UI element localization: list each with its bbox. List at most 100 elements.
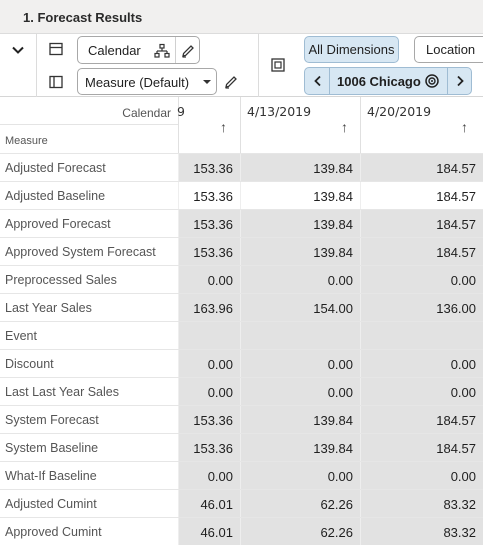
table-cell[interactable]: 163.96: [178, 294, 240, 321]
layout-icon[interactable]: [270, 57, 286, 73]
row-label: Adjusted Cumint: [5, 497, 97, 511]
panel-icon[interactable]: [48, 41, 64, 57]
table-cell[interactable]: 136.00: [360, 294, 483, 321]
field-divider: [175, 37, 176, 63]
table-row: Approved Cumint 46.01 62.26 83.32: [0, 517, 483, 545]
table-cell[interactable]: 46.01: [178, 518, 240, 545]
row-label: Adjusted Baseline: [5, 189, 106, 203]
table-cell[interactable]: 184.57: [360, 406, 483, 433]
chevron-left-icon: [314, 75, 321, 87]
table-cell[interactable]: 0.00: [240, 462, 360, 489]
sort-up-icon[interactable]: ↑: [220, 119, 227, 135]
location-value: 1006 Chicago: [337, 74, 421, 89]
grid-corner: Calendar: [0, 97, 178, 125]
table-cell[interactable]: 139.84: [240, 154, 360, 181]
measure-select[interactable]: Measure (Default): [77, 68, 217, 95]
table-cell[interactable]: 184.57: [360, 434, 483, 461]
grid-header: Calendar Measure 9 ↑ 4/13/2019 ↑ 4/20/20…: [0, 97, 483, 153]
table-cell[interactable]: 154.00: [240, 294, 360, 321]
column-header-partial[interactable]: 9 ↑: [177, 97, 240, 153]
row-label: Discount: [5, 357, 54, 371]
table-cell[interactable]: 62.26: [240, 490, 360, 517]
table-cell[interactable]: [178, 322, 240, 349]
table-row: Approved System Forecast 153.36 139.84 184.…: [0, 237, 483, 265]
table-cell[interactable]: 0.00: [240, 378, 360, 405]
table-cell[interactable]: 83.32: [360, 490, 483, 517]
table-cell[interactable]: 0.00: [178, 350, 240, 377]
column-date: 9: [177, 104, 185, 119]
row-label: Approved System Forecast: [5, 245, 156, 259]
table-cell[interactable]: 139.84: [240, 238, 360, 265]
table-cell[interactable]: 46.01: [178, 490, 240, 517]
toolbar-divider: [258, 34, 259, 97]
table-row: Last Year Sales 163.96 154.00 136.00: [0, 293, 483, 321]
table-cell[interactable]: 0.00: [360, 266, 483, 293]
column-header[interactable]: 4/13/2019 ↑: [240, 97, 360, 153]
table-cell[interactable]: 184.57: [360, 210, 483, 237]
row-label: What-If Baseline: [5, 469, 97, 483]
location-button[interactable]: Location: [414, 36, 483, 63]
row-label: Preprocessed Sales: [5, 273, 117, 287]
table-cell[interactable]: 139.84: [240, 434, 360, 461]
table-cell[interactable]: 0.00: [178, 462, 240, 489]
previous-location-button[interactable]: [305, 68, 329, 94]
table-cell[interactable]: 153.36: [178, 210, 240, 237]
table-cell[interactable]: 0.00: [360, 462, 483, 489]
caret-down-icon[interactable]: [199, 74, 215, 90]
row-label: Adjusted Forecast: [5, 161, 106, 175]
all-dimensions-button[interactable]: All Dimensions: [304, 36, 399, 63]
table-row: System Forecast 153.36 139.84 184.57: [0, 405, 483, 433]
table-cell[interactable]: 153.36: [178, 406, 240, 433]
table-cell[interactable]: 139.84: [240, 406, 360, 433]
table-cell[interactable]: 139.84: [240, 182, 360, 209]
chevron-right-icon: [457, 75, 464, 87]
calendar-field-label: Calendar: [88, 43, 141, 58]
target-icon[interactable]: [424, 73, 440, 89]
pencil-icon[interactable]: [180, 43, 196, 59]
next-location-button[interactable]: [448, 68, 472, 94]
column-date: 4/20/2019: [367, 104, 432, 119]
chevron-down-icon[interactable]: [10, 42, 26, 58]
nav-divider: [447, 68, 448, 94]
pencil-icon[interactable]: [223, 74, 239, 90]
corner-calendar-label: Calendar: [122, 106, 171, 120]
table-cell[interactable]: 0.00: [178, 378, 240, 405]
table-cell[interactable]: 0.00: [178, 266, 240, 293]
title-bar: 1. Forecast Results: [0, 0, 483, 34]
table-row: Adjusted Forecast 153.36 139.84 184.57: [0, 153, 483, 181]
row-label: Event: [5, 329, 37, 343]
sort-up-icon[interactable]: ↑: [461, 119, 468, 135]
table-row: Preprocessed Sales 0.00 0.00 0.00: [0, 265, 483, 293]
sidebar-panel-icon[interactable]: [48, 74, 64, 90]
column-date: 4/13/2019: [247, 104, 312, 119]
table-row: Adjusted Baseline 153.36 139.84 184.57: [0, 181, 483, 209]
table-cell[interactable]: [240, 322, 360, 349]
table-cell[interactable]: 153.36: [178, 154, 240, 181]
hierarchy-icon[interactable]: [154, 43, 170, 59]
calendar-field[interactable]: Calendar: [77, 36, 200, 64]
table-cell[interactable]: [360, 322, 483, 349]
table-cell[interactable]: 153.36: [178, 434, 240, 461]
table-cell[interactable]: 153.36: [178, 238, 240, 265]
table-cell[interactable]: 0.00: [360, 378, 483, 405]
table-row: Last Last Year Sales 0.00 0.00 0.00: [0, 377, 483, 405]
row-label: Approved Forecast: [5, 217, 111, 231]
table-cell[interactable]: 153.36: [178, 182, 240, 209]
corner-measure-label: Measure: [5, 135, 48, 147]
table-cell[interactable]: 0.00: [240, 266, 360, 293]
toolbar: Calendar Measure (Default): [0, 34, 483, 97]
table-row: Adjusted Cumint 46.01 62.26 83.32: [0, 489, 483, 517]
table-cell[interactable]: 184.57: [360, 154, 483, 181]
nav-divider: [329, 68, 330, 94]
table-cell[interactable]: 83.32: [360, 518, 483, 545]
table-row: What-If Baseline 0.00 0.00 0.00: [0, 461, 483, 489]
table-cell[interactable]: 0.00: [240, 350, 360, 377]
table-cell[interactable]: 0.00: [360, 350, 483, 377]
table-cell[interactable]: 184.57: [360, 238, 483, 265]
table-cell[interactable]: 184.57: [360, 182, 483, 209]
row-label: Last Year Sales: [5, 301, 92, 315]
table-cell[interactable]: 62.26: [240, 518, 360, 545]
table-cell[interactable]: 139.84: [240, 210, 360, 237]
sort-up-icon[interactable]: ↑: [341, 119, 348, 135]
column-header[interactable]: 4/20/2019 ↑: [360, 97, 483, 153]
